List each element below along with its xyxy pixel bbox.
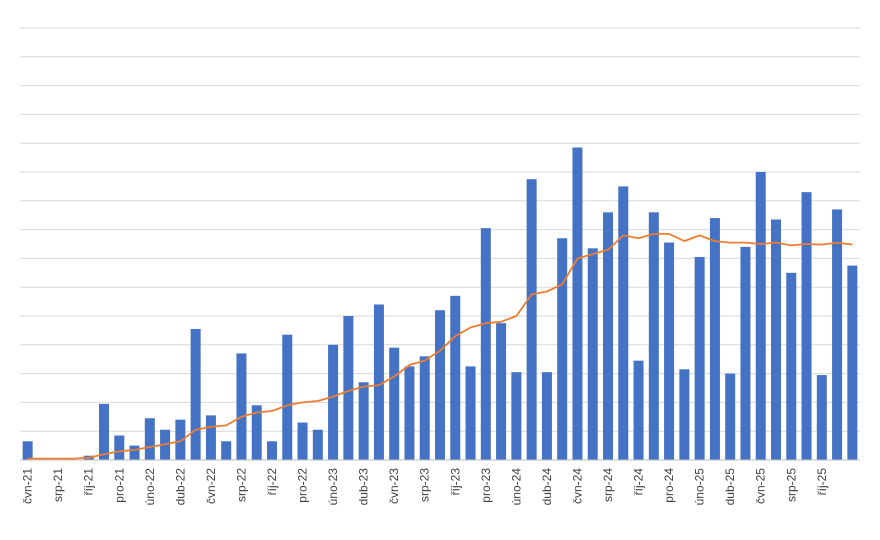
bar xyxy=(587,248,598,460)
bar xyxy=(572,147,583,460)
bar xyxy=(755,172,766,460)
x-tick-label: srp-25 xyxy=(784,468,798,502)
x-tick-label: dub-24 xyxy=(540,468,554,506)
bar xyxy=(603,212,613,460)
x-tick-label: čvn-22 xyxy=(204,468,218,504)
x-tick-label: srp-23 xyxy=(418,468,432,502)
bar xyxy=(511,372,522,460)
x-tick-label: říj-25 xyxy=(815,468,829,496)
bar xyxy=(526,179,537,460)
x-tick-label: srp-22 xyxy=(234,468,248,502)
x-tick-label: dub-23 xyxy=(357,468,371,506)
bar xyxy=(664,242,675,460)
bar xyxy=(312,429,323,460)
bar xyxy=(771,219,781,460)
bar xyxy=(221,441,232,460)
bar xyxy=(541,372,552,460)
x-tick-label: čvn-21 xyxy=(21,468,35,504)
bar xyxy=(709,218,720,460)
bar xyxy=(373,304,384,460)
x-tick-label: pro-22 xyxy=(296,468,310,503)
bar xyxy=(557,238,568,460)
x-tick-label: říj-23 xyxy=(448,468,462,496)
bar xyxy=(786,272,797,460)
x-tick-label: čvn-23 xyxy=(387,468,401,504)
bar xyxy=(297,422,308,460)
bar xyxy=(435,310,445,460)
bar xyxy=(832,209,843,460)
bar xyxy=(114,435,125,460)
bar xyxy=(358,382,369,460)
x-tick-label: dub-22 xyxy=(173,468,187,506)
x-tick-label: srp-21 xyxy=(51,468,65,502)
x-tick-label: čvn-25 xyxy=(754,468,768,504)
bar xyxy=(480,228,491,460)
x-tick-label: úno-25 xyxy=(693,468,707,506)
x-tick-label: říj-22 xyxy=(265,468,279,496)
x-tick-label: pro-21 xyxy=(112,468,126,503)
x-tick-label: úno-22 xyxy=(143,468,157,506)
bar xyxy=(618,186,629,460)
bar xyxy=(419,356,430,460)
bar xyxy=(633,360,644,460)
bar xyxy=(236,353,247,460)
bar xyxy=(648,212,659,460)
bar xyxy=(496,323,507,460)
bar xyxy=(847,265,858,460)
bar xyxy=(343,316,354,460)
bar xyxy=(144,418,155,460)
x-tick-label: srp-24 xyxy=(601,468,615,502)
line-series xyxy=(27,232,853,460)
bar xyxy=(740,246,751,460)
bar xyxy=(22,441,33,460)
bar xyxy=(282,334,293,460)
x-tick-label: pro-23 xyxy=(479,468,493,503)
x-tick-labels: čvn-21 srp-21 říj-21 pro-21 úno-22 dub-22 čvn-… xyxy=(21,468,829,506)
bar xyxy=(205,415,216,460)
bar xyxy=(175,419,186,460)
bar xyxy=(465,366,476,460)
x-tick-label: čvn-24 xyxy=(570,468,584,504)
x-tick-label: říj-21 xyxy=(82,468,96,496)
bar xyxy=(450,295,461,460)
bar xyxy=(694,256,705,460)
bar xyxy=(267,441,277,460)
x-tick-label: úno-24 xyxy=(509,468,523,506)
x-tick-label: úno-23 xyxy=(326,468,340,506)
bar xyxy=(404,366,415,460)
bar xyxy=(679,369,690,460)
bar xyxy=(99,403,109,460)
bar xyxy=(816,375,827,460)
bar xyxy=(801,192,812,460)
bar-series xyxy=(22,147,858,460)
bar xyxy=(328,344,339,460)
trend-line xyxy=(27,232,853,460)
x-tick-label: pro-24 xyxy=(662,468,676,503)
x-tick-label: dub-25 xyxy=(723,468,737,506)
bar xyxy=(725,373,736,460)
bar xyxy=(190,328,201,460)
bar xyxy=(129,445,140,460)
bar xyxy=(389,347,400,460)
x-tick-label: říj-24 xyxy=(632,468,646,496)
bar xyxy=(251,405,262,460)
